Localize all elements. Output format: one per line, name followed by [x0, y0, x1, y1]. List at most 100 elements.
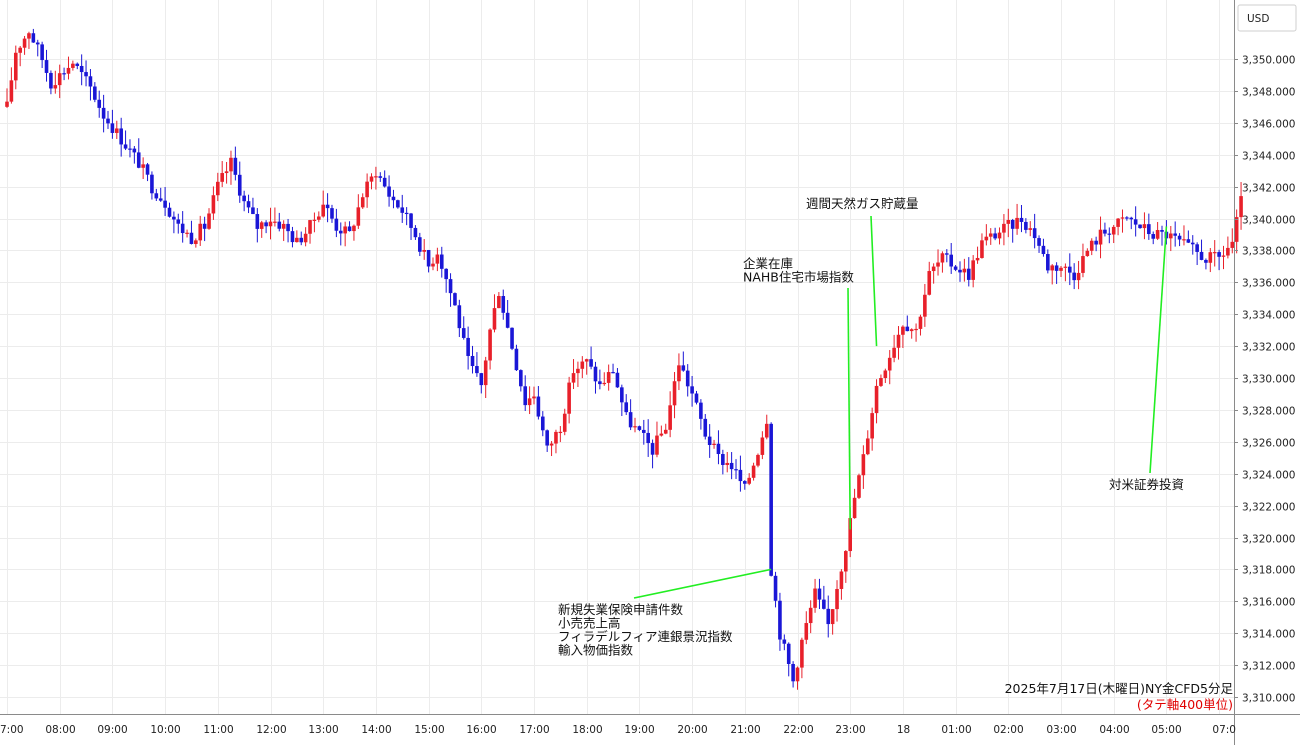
candle-body [317, 216, 321, 220]
candle-body [1050, 265, 1055, 271]
candle-body [1081, 256, 1085, 273]
candle-body [295, 237, 299, 243]
candle-body [312, 219, 317, 221]
candle-body [1195, 244, 1199, 252]
candle-body [764, 423, 769, 438]
candle-body [1212, 252, 1217, 254]
candle-body [716, 443, 721, 455]
candle-body [514, 348, 519, 371]
candle-body [808, 607, 813, 624]
price-tick-label: 3,342.000 [1242, 183, 1295, 195]
candle-body [281, 223, 286, 229]
candle-body [163, 200, 167, 208]
candle-body [141, 164, 145, 168]
candle-body [1028, 228, 1033, 230]
candle-body [198, 223, 203, 241]
candle-body [923, 294, 927, 317]
candle-body [1089, 240, 1094, 251]
candle-body [44, 60, 49, 73]
candle-body [721, 454, 725, 465]
candle-body [914, 328, 918, 331]
candle-body [1217, 252, 1221, 257]
candle-body [958, 269, 962, 273]
candle-body [158, 198, 163, 201]
candle-body [264, 222, 268, 227]
candle-body [79, 65, 84, 73]
candle-body [519, 370, 523, 387]
candle-body [75, 63, 80, 66]
candle-body [874, 385, 879, 414]
candle-body [88, 76, 93, 87]
candle-body [690, 386, 694, 394]
candle-body [646, 432, 650, 444]
candle-body [338, 230, 343, 234]
candle-body [369, 176, 374, 182]
candle-body [527, 398, 532, 406]
candle-body [773, 575, 778, 601]
candle-body [892, 347, 896, 358]
candle-body [1129, 217, 1134, 220]
candle-body [145, 164, 150, 175]
candle-body [505, 312, 510, 328]
candle-body [404, 212, 409, 215]
candle-body [1094, 240, 1098, 245]
price-tick-label: 3,326.000 [1242, 438, 1295, 450]
candle-body [668, 405, 672, 430]
candle-body [40, 44, 44, 61]
candle-body [1234, 217, 1239, 242]
candle-body [53, 85, 58, 89]
time-tick-label: 05:00 [1151, 724, 1181, 736]
candle-body [611, 372, 615, 374]
candle-body [1182, 239, 1186, 241]
candle-body [57, 73, 62, 86]
price-tick-label: 3,316.000 [1242, 597, 1295, 609]
candle-body [66, 67, 71, 74]
candle-body [1041, 245, 1046, 255]
candle-body [540, 416, 545, 431]
candle-body [865, 438, 870, 455]
candle-body [870, 413, 874, 439]
candle-body [1208, 252, 1213, 263]
price-tick-label: 3,346.000 [1242, 119, 1295, 131]
time-tick-label: 14:00 [361, 724, 391, 736]
candle-body [567, 382, 571, 414]
candle-body [233, 157, 238, 175]
candle-body [615, 372, 620, 388]
candle-body [418, 237, 422, 252]
candle-body [431, 263, 435, 267]
time-tick-label: 16:00 [466, 724, 496, 736]
candle-body [681, 365, 686, 371]
candle-body [830, 609, 835, 625]
candle-body [422, 249, 427, 252]
candle-body [545, 430, 549, 446]
candle-body [466, 337, 470, 356]
candle-body [242, 195, 246, 202]
candle-body [1155, 230, 1160, 239]
candle-body [1177, 235, 1182, 240]
candle-body [194, 240, 198, 244]
price-tick-label: 3,350.000 [1242, 55, 1295, 67]
candle-body [286, 223, 290, 232]
candle-body [896, 334, 901, 348]
candle-body [49, 72, 53, 89]
candle-body [1160, 230, 1164, 232]
candle-body [822, 599, 826, 609]
annotation-label: フィラデルフィア連銀景況指数 [558, 629, 733, 644]
candle-body [409, 213, 413, 228]
time-tick-label: 04:00 [1099, 724, 1129, 736]
candle-body [743, 481, 747, 484]
candle-body [1098, 229, 1103, 245]
candle-body [887, 357, 892, 371]
candle-body [953, 266, 958, 270]
time-tick-label: 03:00 [1046, 724, 1076, 736]
candle-body [633, 426, 637, 428]
candle-body [593, 366, 598, 382]
price-tick-label: 3,328.000 [1242, 406, 1295, 418]
candle-body [216, 181, 220, 196]
time-tick-label: 21:00 [730, 724, 760, 736]
candle-body [782, 639, 787, 644]
candle-body [308, 220, 312, 234]
candle-body [444, 268, 448, 280]
candle-body [470, 355, 475, 367]
